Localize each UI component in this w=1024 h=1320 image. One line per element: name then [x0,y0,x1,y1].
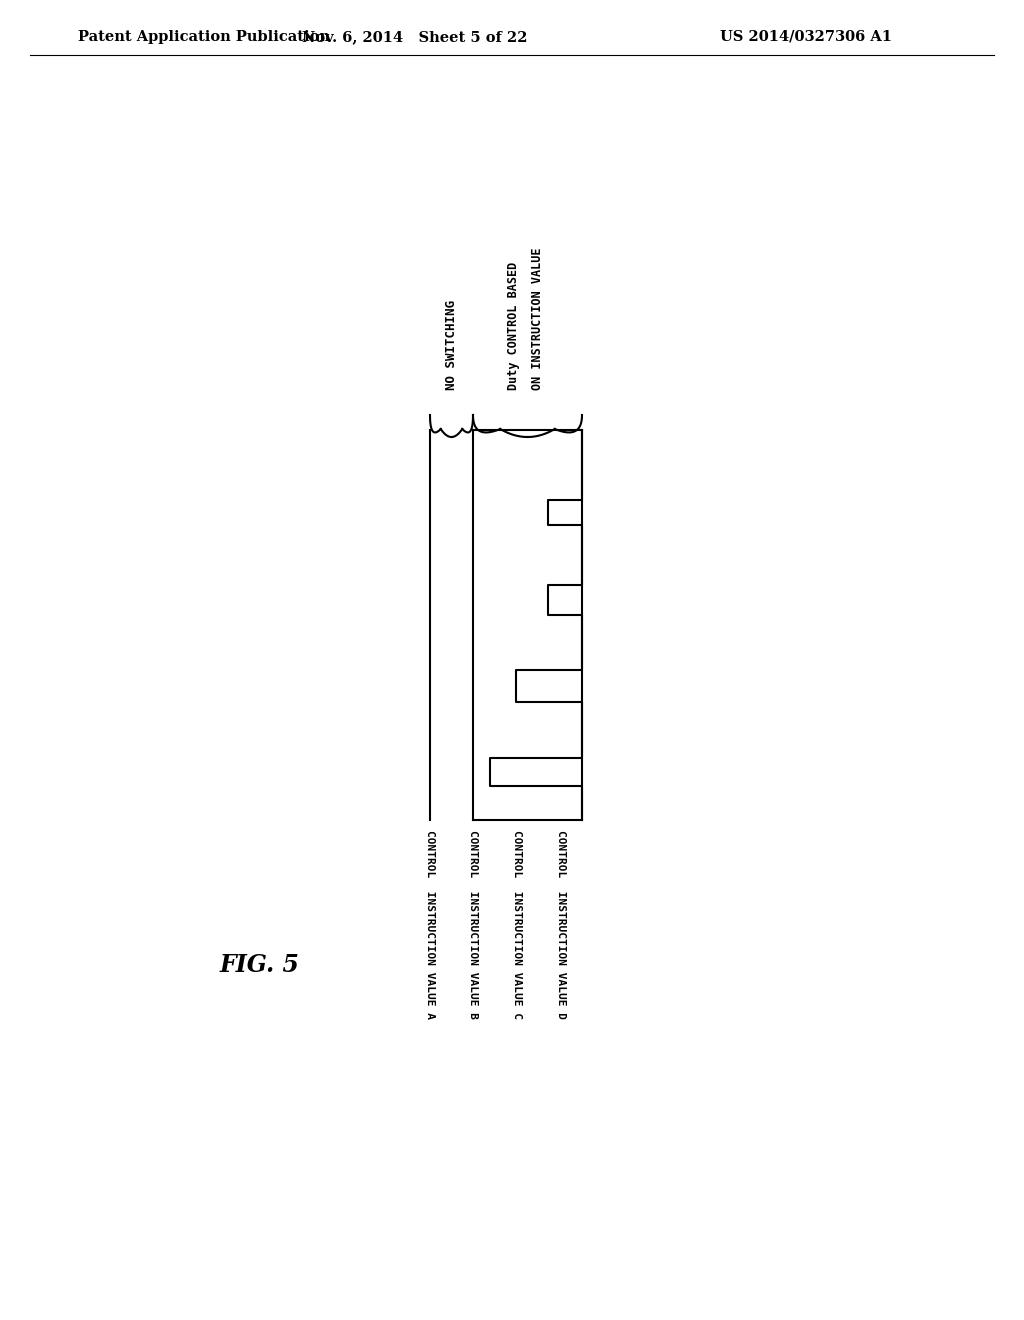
Text: Nov. 6, 2014   Sheet 5 of 22: Nov. 6, 2014 Sheet 5 of 22 [302,30,527,44]
Text: NO SWITCHING: NO SWITCHING [445,300,458,389]
Text: CONTROL  INSTRUCTION VALUE B: CONTROL INSTRUCTION VALUE B [468,830,478,1019]
Text: CONTROL  INSTRUCTION VALUE C: CONTROL INSTRUCTION VALUE C [512,830,522,1019]
Text: FIG. 5: FIG. 5 [220,953,300,977]
Text: Patent Application Publication: Patent Application Publication [78,30,330,44]
Text: Duty CONTROL BASED: Duty CONTROL BASED [507,261,520,389]
Text: CONTROL  INSTRUCTION VALUE D: CONTROL INSTRUCTION VALUE D [556,830,566,1019]
Text: US 2014/0327306 A1: US 2014/0327306 A1 [720,30,892,44]
Text: CONTROL  INSTRUCTION VALUE A: CONTROL INSTRUCTION VALUE A [425,830,435,1019]
Text: ON INSTRUCTION VALUE: ON INSTRUCTION VALUE [531,248,544,389]
